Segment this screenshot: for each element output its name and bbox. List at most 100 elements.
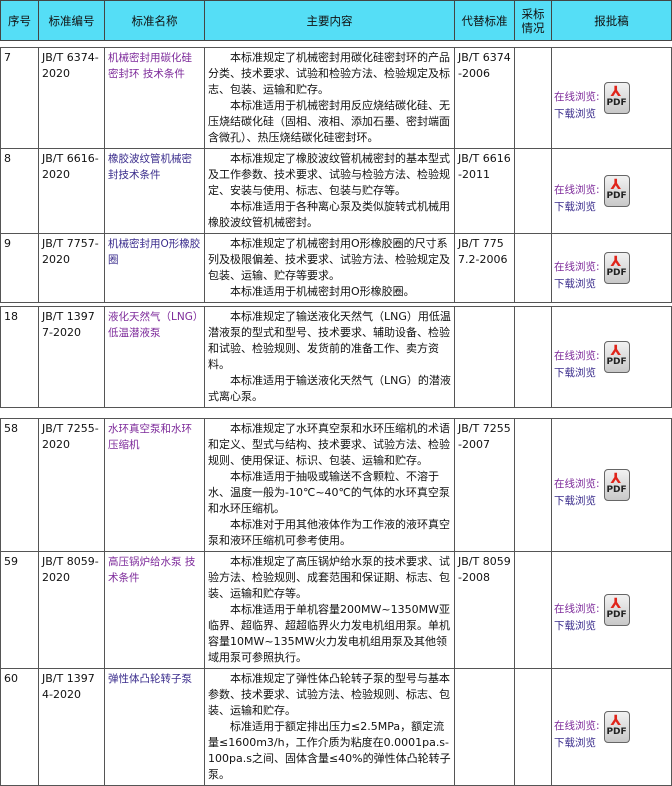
content-paragraph: 本标准规定了输送液化天然气（LNG）用低温潜液泵的型式和型号、技术要求、辅助设备… <box>208 310 451 371</box>
content-paragraph: 本标准规定了水环真空泵和水环压缩机的术语和定义、型式与结构、技术要求、试验方法、… <box>208 422 450 467</box>
content-paragraph: 标准适用于额定排出压力≤2.5MPa，额定流量≤1600m3/h，工作介质为粘度… <box>208 720 451 781</box>
adoption-status <box>514 306 552 408</box>
content-paragraph: 本标准规定了弹性体凸轮转子泵的型号与基本参数、技术要求、试验方法、检验规则、标志… <box>208 672 450 717</box>
standard-code: JB/T 6616-2020 <box>38 148 105 234</box>
pdf-label: PDF <box>606 98 627 108</box>
standard-content: 本标准规定了机械密封用O形橡胶圈的尺寸系列及极限偏差、技术要求、试验方法、检验规… <box>204 233 455 303</box>
pdf-icon[interactable]: ⅄ PDF <box>603 252 630 284</box>
online-view-link[interactable]: 在线浏览: <box>554 478 600 490</box>
table-row: 7 JB/T 6374-2020 机械密封用碳化硅密封环 技术条件 本标准规定了… <box>0 47 672 149</box>
header-no: 序号 <box>0 0 39 41</box>
standard-content: 本标准规定了输送液化天然气（LNG）用低温潜液泵的型式和型号、技术要求、辅助设备… <box>204 306 455 408</box>
adoption-status <box>514 668 552 786</box>
standard-code: JB/T 13977-2020 <box>38 306 105 408</box>
content-paragraph: 本标准适用于机械密封用反应烧结碳化硅、无压烧结碳化硅（固相、液相、添加石墨、密封… <box>208 99 450 144</box>
header-code: 标准编号 <box>38 0 105 41</box>
pdf-icon[interactable]: ⅄ PDF <box>603 594 630 626</box>
standard-content: 本标准规定了水环真空泵和水环压缩机的术语和定义、型式与结构、技术要求、试验方法、… <box>204 418 455 552</box>
download-link[interactable]: 下载浏览 <box>554 495 596 507</box>
acrobat-icon: ⅄ <box>610 713 622 729</box>
content-paragraph: 本标准对于用其他液体作为工作液的液环真空泵和液环压缩机可参考使用。 <box>208 518 450 547</box>
header-replace: 代替标准 <box>454 0 515 41</box>
standard-name-link[interactable]: 高压锅炉给水泵 技术条件 <box>108 556 196 584</box>
standard-code: JB/T 7255-2020 <box>38 418 105 552</box>
online-view-link[interactable]: 在线浏览: <box>554 91 600 103</box>
content-paragraph: 本标准适用于机械密封用O形橡胶圈。 <box>230 285 415 298</box>
standard-name-link[interactable]: 液化天然气（LNG）低温潜液泵 <box>108 311 199 339</box>
adoption-status <box>514 418 552 552</box>
replaced-standard <box>454 668 515 786</box>
acrobat-icon: ⅄ <box>610 596 622 612</box>
content-paragraph: 本标准适用于单机容量200MW~1350MW亚临界、超临界、超超临界火力发电机组… <box>208 603 450 664</box>
table-header: 序号 标准编号 标准名称 主要内容 代替标准 采标情况 报批稿 <box>0 0 672 41</box>
standard-content: 本标准规定了弹性体凸轮转子泵的型号与基本参数、技术要求、试验方法、检验规则、标志… <box>204 668 455 786</box>
download-link[interactable]: 下载浏览 <box>554 278 596 290</box>
replaced-standard: JB/T 6374-2006 <box>454 47 515 149</box>
replaced-standard: JB/T 7255-2007 <box>454 418 515 552</box>
standard-content: 本标准规定了橡胶波纹管机械密封的基本型式及工作参数、技术要求、试验与检验方法、检… <box>204 148 455 234</box>
content-paragraph: 本标准适用于输送液化天然气（LNG）的潜液式离心泵。 <box>208 374 451 403</box>
pdf-label: PDF <box>606 727 627 737</box>
pdf-icon[interactable]: ⅄ PDF <box>603 82 630 114</box>
standard-name-link[interactable]: 水环真空泵和水环压缩机 <box>108 423 192 451</box>
adoption-status <box>514 148 552 234</box>
pdf-icon[interactable]: ⅄ PDF <box>603 711 630 743</box>
acrobat-icon: ⅄ <box>610 254 622 270</box>
table-row: 8 JB/T 6616-2020 橡胶波纹管机械密封技术条件 本标准规定了橡胶波… <box>0 148 672 234</box>
download-link[interactable]: 下载浏览 <box>554 201 596 213</box>
table-row: 18 JB/T 13977-2020 液化天然气（LNG）低温潜液泵 本标准规定… <box>0 306 672 408</box>
standard-name-link[interactable]: 机械密封用O形橡胶圈 <box>108 238 201 266</box>
download-link[interactable]: 下载浏览 <box>554 620 596 632</box>
header-content: 主要内容 <box>204 0 455 41</box>
adoption-status <box>514 47 552 149</box>
download-link[interactable]: 下载浏览 <box>554 737 596 749</box>
content-paragraph: 本标准规定了高压锅炉给水泵的技术要求、试验方法、检验规则、成套范围和保证期、标志… <box>208 555 450 600</box>
online-view-link[interactable]: 在线浏览: <box>554 261 600 273</box>
download-link[interactable]: 下载浏览 <box>554 367 596 379</box>
online-view-link[interactable]: 在线浏览: <box>554 350 600 362</box>
row-no: 18 <box>0 306 39 408</box>
standard-name-link[interactable]: 机械密封用碳化硅密封环 技术条件 <box>108 52 192 80</box>
standard-code: JB/T 7757-2020 <box>38 233 105 303</box>
pdf-label: PDF <box>606 357 627 367</box>
pdf-label: PDF <box>606 485 627 495</box>
standard-code: JB/T 13974-2020 <box>38 668 105 786</box>
standards-table-segment: 18 JB/T 13977-2020 液化天然气（LNG）低温潜液泵 本标准规定… <box>0 306 672 408</box>
adoption-status <box>514 233 552 303</box>
pdf-label: PDF <box>606 610 627 620</box>
replaced-standard <box>454 306 515 408</box>
standard-name-link[interactable]: 橡胶波纹管机械密封技术条件 <box>108 153 192 181</box>
pdf-icon[interactable]: ⅄ PDF <box>603 341 630 373</box>
row-no: 59 <box>0 551 39 669</box>
row-no: 8 <box>0 148 39 234</box>
online-view-link[interactable]: 在线浏览: <box>554 603 600 615</box>
online-view-link[interactable]: 在线浏览: <box>554 720 600 732</box>
row-no: 58 <box>0 418 39 552</box>
content-paragraph: 本标准适用于抽吸或输送不含颗粒、不溶于水、温度一般为-10℃~40℃的气体的水环… <box>208 470 450 515</box>
standards-table-segment: 58 JB/T 7255-2020 水环真空泵和水环压缩机 本标准规定了水环真空… <box>0 418 672 786</box>
replaced-standard: JB/T 6616-2011 <box>454 148 515 234</box>
content-paragraph: 本标准规定了机械密封用O形橡胶圈的尺寸系列及极限偏差、技术要求、试验方法、检验规… <box>208 237 450 282</box>
pdf-icon[interactable]: ⅄ PDF <box>603 175 630 207</box>
adoption-status <box>514 551 552 669</box>
content-paragraph: 本标准规定了机械密封用碳化硅密封环的产品分类、技术要求、试验和检验方法、检验规定… <box>208 51 450 96</box>
pdf-label: PDF <box>606 191 627 201</box>
standard-name-link[interactable]: 弹性体凸轮转子泵 <box>108 673 192 685</box>
standard-code: JB/T 8059-2020 <box>38 551 105 669</box>
standard-content: 本标准规定了高压锅炉给水泵的技术要求、试验方法、检验规则、成套范围和保证期、标志… <box>204 551 455 669</box>
table-row: 58 JB/T 7255-2020 水环真空泵和水环压缩机 本标准规定了水环真空… <box>0 418 672 552</box>
acrobat-icon: ⅄ <box>610 471 622 487</box>
row-no: 9 <box>0 233 39 303</box>
pdf-icon[interactable]: ⅄ PDF <box>603 469 630 501</box>
pdf-label: PDF <box>606 268 627 278</box>
row-no: 60 <box>0 668 39 786</box>
acrobat-icon: ⅄ <box>610 84 622 100</box>
table-row: 9 JB/T 7757-2020 机械密封用O形橡胶圈 本标准规定了机械密封用O… <box>0 233 672 303</box>
online-view-link[interactable]: 在线浏览: <box>554 184 600 196</box>
download-link[interactable]: 下载浏览 <box>554 108 596 120</box>
content-paragraph: 本标准规定了橡胶波纹管机械密封的基本型式及工作参数、技术要求、试验与检验方法、检… <box>208 152 450 197</box>
acrobat-icon: ⅄ <box>610 177 622 193</box>
replaced-standard: JB/T 7757.2-2006 <box>454 233 515 303</box>
standard-content: 本标准规定了机械密封用碳化硅密封环的产品分类、技术要求、试验和检验方法、检验规定… <box>204 47 455 149</box>
header-draft: 报批稿 <box>551 0 672 41</box>
